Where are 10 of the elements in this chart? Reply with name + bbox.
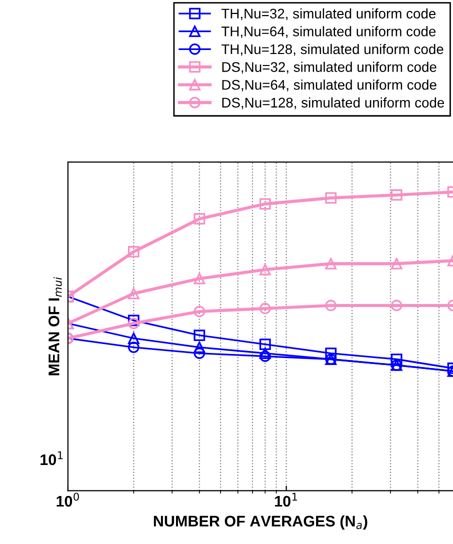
text: 10$^{1}$ (40, 451, 63, 466)
y-axis-title: MEAN OF I$_{mui}$ (48, 277, 62, 376)
x-tick-label: 10$^{0}$ (56, 492, 79, 507)
x-axis-title: NUMBER OF AVERAGES (N$_{a}$) (154, 515, 368, 530)
legend-label: TH,Nu=128, simulated uniform code (221, 44, 444, 56)
legend-label: DS,Nu=32, simulated uniform code (222, 62, 436, 74)
legend-label: DS,Nu=64, simulated uniform code (222, 80, 436, 92)
legend-label: DS,Nu=128, simulated uniform code (222, 97, 444, 110)
legend-label: TH,Nu=64, simulated uniform code (221, 26, 436, 38)
legend-label: TH,Nu=32, simulated uniform code (221, 8, 436, 20)
